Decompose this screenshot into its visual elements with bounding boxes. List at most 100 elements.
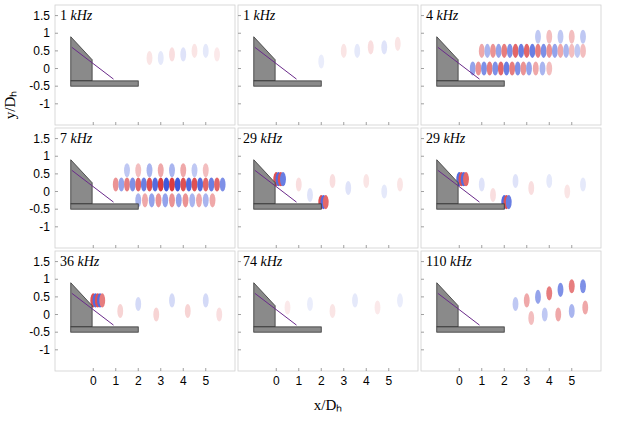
panel: 74 kHz012345x/Dₕ [238,251,418,413]
field-cell [542,307,548,321]
x-tick [276,245,277,248]
field-cell [513,297,519,311]
x-tick [115,122,116,125]
y-tick [238,261,241,262]
field-cell [153,307,159,321]
x-tick [549,122,550,125]
x-tick [526,122,527,125]
y-tick [238,50,241,51]
y-tick [421,33,424,34]
field-cell [501,44,507,58]
panel: 29 kHz [421,128,601,248]
field-cell [475,61,481,75]
field-cell [558,44,564,58]
nozzle-body [71,283,92,327]
field-cell [397,177,403,191]
field-cell [492,61,498,75]
field-cell [490,188,496,202]
field-cell [528,311,534,325]
field [113,163,226,207]
field-cell [99,293,105,307]
field-cell [395,37,401,51]
x-tick-label: 5 [385,374,392,388]
field-cell [158,177,164,191]
x-tick [366,245,367,248]
field-cell [569,44,575,58]
field [285,293,403,318]
y-tick [238,314,241,315]
y-tick [55,191,58,192]
field-cell [124,163,130,177]
x-tick-label: 3 [340,374,347,388]
field-cell [569,279,575,293]
y-tick [421,349,424,350]
field-cell [546,286,552,300]
x-tick-label: 0 [456,374,463,388]
panel-title: 29 kHz [243,131,283,146]
field-cell [354,44,360,58]
field-cell [558,30,564,44]
y-tick-label: 1.5 [33,9,50,23]
y-tick-label: -0.5 [29,202,50,216]
x-tick [366,368,367,371]
shock-line [72,170,114,202]
field-cell [580,279,586,293]
field-cell [529,44,535,58]
shock-line [255,47,297,79]
x-tick-label: 0 [273,374,280,388]
nozzle-body [437,37,458,81]
y-tick-label: 0.5 [33,290,50,304]
x-tick-label: 3 [523,374,530,388]
nozzle [71,160,139,209]
x-tick-label: 5 [202,374,209,388]
x-tick [205,122,206,125]
field-cell [147,177,153,191]
x-tick-label: 1 [295,374,302,388]
x-tick [549,245,550,248]
field [318,37,400,69]
y-tick [238,349,241,350]
panel-title: 1 kHz [60,8,93,23]
field-cell [203,44,209,58]
field [147,44,220,65]
x-tick-label: 4 [546,374,553,388]
field-cell [569,304,575,318]
y-tick-label: -0.5 [29,79,50,93]
field-cell [546,44,552,58]
x-tick-label: 2 [318,374,325,388]
y-tick [55,156,58,157]
field-cell [558,283,564,297]
y-tick [238,33,241,34]
x-tick [526,245,527,248]
panel-title: 36 kHz [60,254,100,269]
y-tick [421,226,424,227]
figure: 1 kHz-1-0.500.511.5y/Dₕ1 kHz4 kHz7 kHz-1… [0,0,626,422]
field-cell [526,61,532,75]
x-tick [276,122,277,125]
field-cell [535,30,541,44]
shock-line [72,47,114,79]
y-tick [238,86,241,87]
field-cell [574,44,580,58]
y-tick-label: 0 [43,62,50,76]
x-tick-label: 4 [180,374,187,388]
nozzle [437,37,505,86]
field-cell [496,44,502,58]
x-tick [160,245,161,248]
y-tick [238,156,241,157]
field-cell [524,44,530,58]
field-cell [285,300,291,314]
field-cell [528,181,534,195]
field-cell [158,51,164,65]
field-cell [197,177,203,191]
field-cell [203,293,209,307]
plot-frame [238,128,418,248]
y-tick [421,296,424,297]
field-cell [169,163,175,177]
field-cell [498,61,504,75]
panel: 29 kHz [238,128,418,248]
field-cell [162,193,168,207]
field-cell [192,163,198,177]
x-tick [298,368,299,371]
x-tick [160,368,161,371]
